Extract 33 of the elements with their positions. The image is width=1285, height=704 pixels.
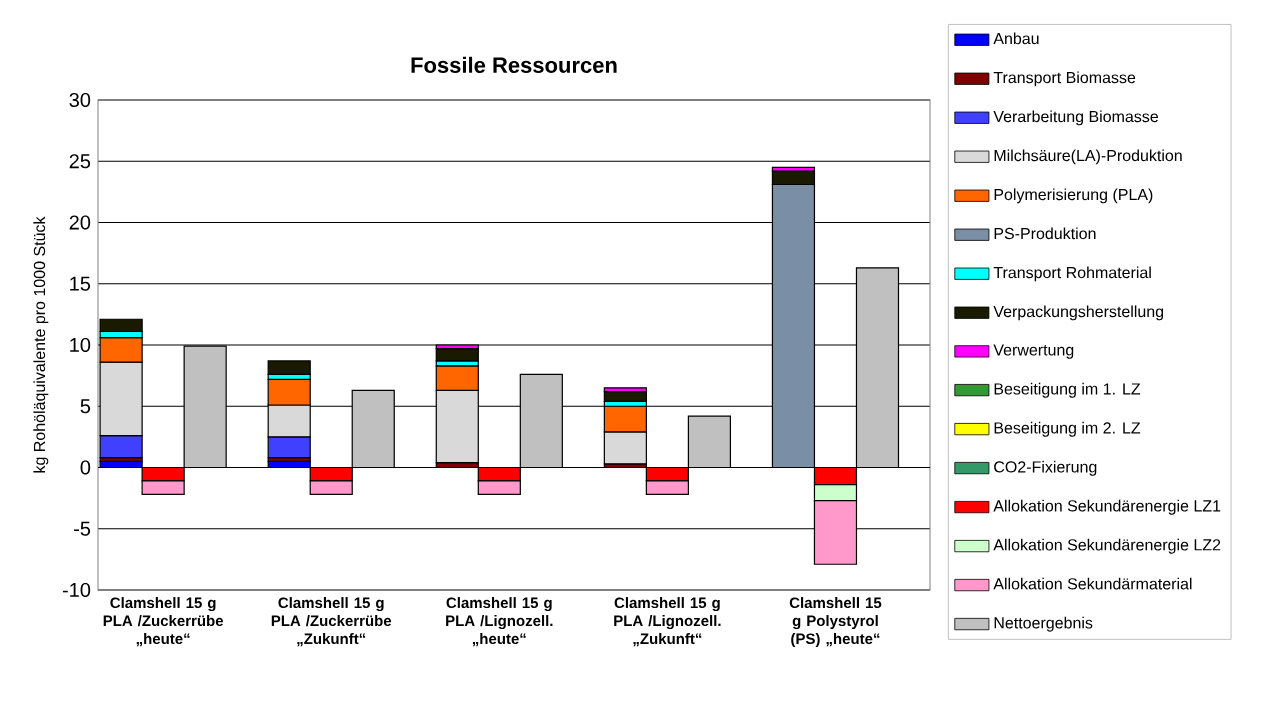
y-tick-label: 10 <box>70 337 91 353</box>
y-tick-label: 0 <box>80 460 91 475</box>
x-tick-label: Clamshell 15 g PLA /Lignozell. „Zukunft“ <box>614 597 721 647</box>
legend-label: CO2-Fixierung <box>994 460 1097 476</box>
y-tick-label: 25 <box>69 154 91 169</box>
legend-label: Verarbeitung Biomasse <box>993 110 1159 126</box>
chart-title: Fossile Ressourcen <box>411 56 617 73</box>
legend-label: Transport Biomasse <box>993 71 1136 87</box>
y-tick-label: 5 <box>80 399 91 414</box>
legend-label: Polymerisierung (PLA) <box>994 188 1153 204</box>
legend-label: Transport Rohmaterial <box>993 266 1151 282</box>
legend-label: Milchsäure(LA)-Produktion <box>994 149 1182 165</box>
y-tick-label: 20 <box>69 215 91 230</box>
legend-label: Allokation Sekundärenergie LZ1 <box>993 499 1221 515</box>
y-tick-label: 15 <box>70 276 91 291</box>
y-axis-title: kg Rohöläquivalente pro 1000 Stück <box>33 216 49 473</box>
legend-label: PS-Produktion <box>994 227 1096 240</box>
legend-label: Verpackungsherstellung <box>993 305 1164 321</box>
legend-label: Beseitigung im 2. LZ <box>994 421 1141 437</box>
x-tick-label: Clamshell 15 g Polystyrol (PS) „heute“ <box>789 597 882 648</box>
legend-label: Allokation Sekundärenergie LZ2 <box>993 538 1221 554</box>
x-tick-label: Clamshell 15 g PLA /Zuckerrübe „heute“ <box>103 597 224 647</box>
y-tick-label: -5 <box>74 521 91 536</box>
legend-label: Verwertung <box>993 344 1074 359</box>
legend-label: Nettoergebnis <box>994 616 1093 632</box>
legend-label: Allokation Sekundärmaterial <box>993 577 1192 590</box>
x-tick-label: Clamshell 15 g PLA /Zuckerrübe „Zukunft“ <box>271 597 392 647</box>
bar <box>435 348 479 362</box>
x-tick-label: Clamshell 15 g PLA /Lignozell. „heute“ <box>446 597 553 647</box>
legend-label: Beseitigung im 1. LZ <box>994 382 1141 398</box>
y-tick-label: -10 <box>62 582 91 598</box>
legend-label: Anbau <box>993 32 1039 45</box>
y-tick-label: 30 <box>69 92 91 108</box>
